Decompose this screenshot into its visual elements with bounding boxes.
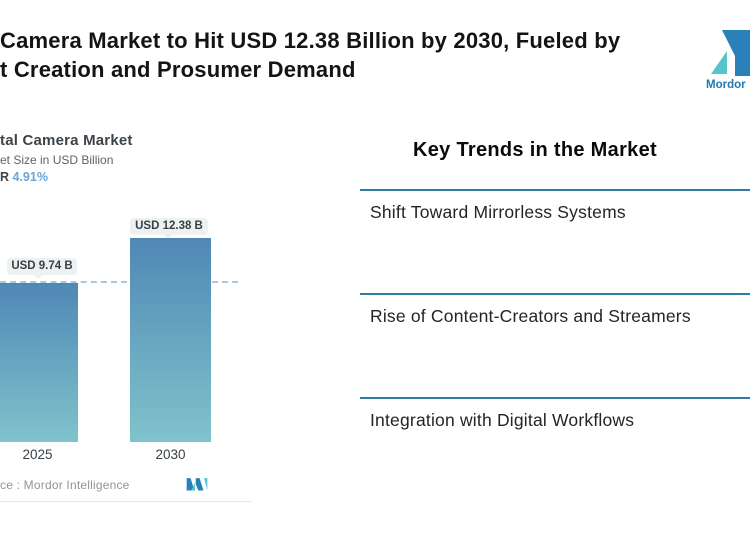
trend-divider-2 xyxy=(360,293,750,295)
trend-divider-1 xyxy=(360,189,750,191)
chart-cagr: R 4.91% xyxy=(0,170,48,184)
mordor-logo-icon xyxy=(711,30,750,76)
reference-dashed-line xyxy=(0,281,238,283)
axis-label-2025: 2025 xyxy=(22,447,53,462)
axis-label-2030: 2030 xyxy=(155,447,186,462)
value-label-2030: USD 12.38 B xyxy=(130,218,208,235)
cagr-value: 4.91% xyxy=(12,170,48,184)
bar-2025 xyxy=(0,283,78,442)
cagr-prefix: R xyxy=(0,170,13,184)
trend-item-3: Integration with Digital Workflows xyxy=(370,410,635,430)
chart-title: tal Camera Market xyxy=(0,132,133,149)
value-label-pointer-2030 xyxy=(163,234,173,239)
page-title-line1: Camera Market to Hit USD 12.38 Billion b… xyxy=(0,28,621,53)
chart-subtitle: et Size in USD Billion xyxy=(0,153,114,167)
trend-item-2: Rise of Content-Creators and Streamers xyxy=(370,306,691,326)
page-title: Camera Market to Hit USD 12.38 Billion b… xyxy=(0,26,700,84)
trend-item-1: Shift Toward Mirrorless Systems xyxy=(370,202,626,222)
mordor-mark-icon xyxy=(186,478,208,491)
trends-heading: Key Trends in the Market xyxy=(413,139,657,161)
value-label-pointer-2025 xyxy=(33,274,43,279)
value-label-2025: USD 9.74 B xyxy=(7,258,77,275)
chart-bottom-divider xyxy=(0,501,252,502)
bar-2030 xyxy=(130,238,211,442)
page-title-line2: t Creation and Prosumer Demand xyxy=(0,57,356,82)
mordor-logo-text: Mordor xyxy=(706,79,746,91)
source-text: ce : Mordor Intelligence xyxy=(0,478,130,492)
trend-divider-3 xyxy=(360,397,750,399)
